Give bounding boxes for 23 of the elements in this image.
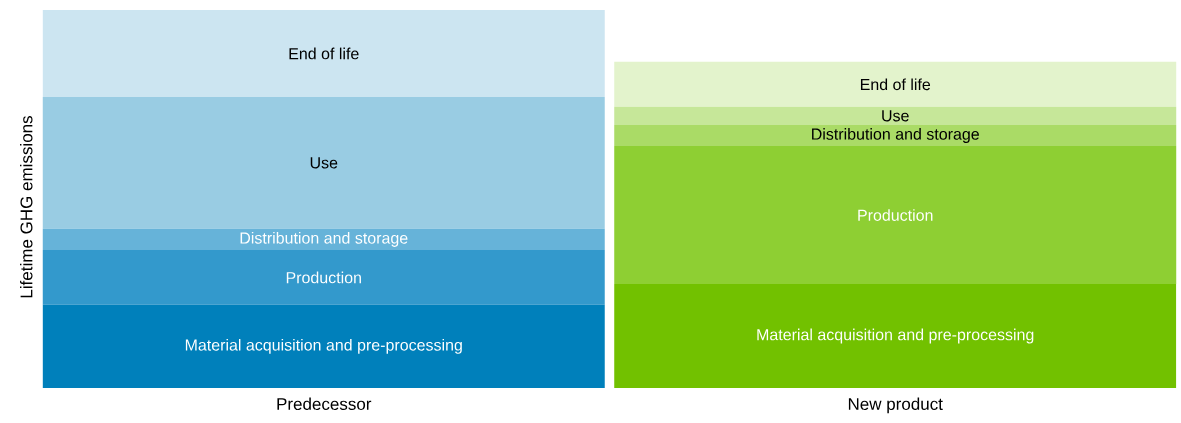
bar: [614, 106, 1177, 125]
bar: [42, 250, 605, 305]
series-label: End of life: [860, 78, 931, 91]
text: Production: [858, 209, 933, 221]
bar: [42, 9, 605, 97]
series-label: Material acquisition and pre-processing: [185, 338, 462, 354]
bar: [614, 124, 1177, 147]
text: Material acquisition and pre-processing: [757, 328, 1034, 344]
bar: [614, 61, 1177, 107]
x-tick-label: Predecessor: [277, 397, 372, 411]
bar: [42, 304, 605, 388]
x-tick-label: New product: [848, 397, 943, 414]
bar: [42, 96, 605, 229]
series-label: Distribution and storage: [240, 231, 408, 247]
text: Use: [310, 157, 338, 169]
text: End of life: [289, 47, 359, 60]
bar: [614, 146, 1177, 285]
text: Distribution and storage: [812, 128, 979, 143]
bar: [614, 284, 1177, 388]
series-label: Use: [882, 110, 909, 122]
series-label: Production: [286, 271, 361, 284]
bar: [42, 228, 605, 251]
y-axis-title: Lifetime GHG emissions: [20, 116, 33, 298]
